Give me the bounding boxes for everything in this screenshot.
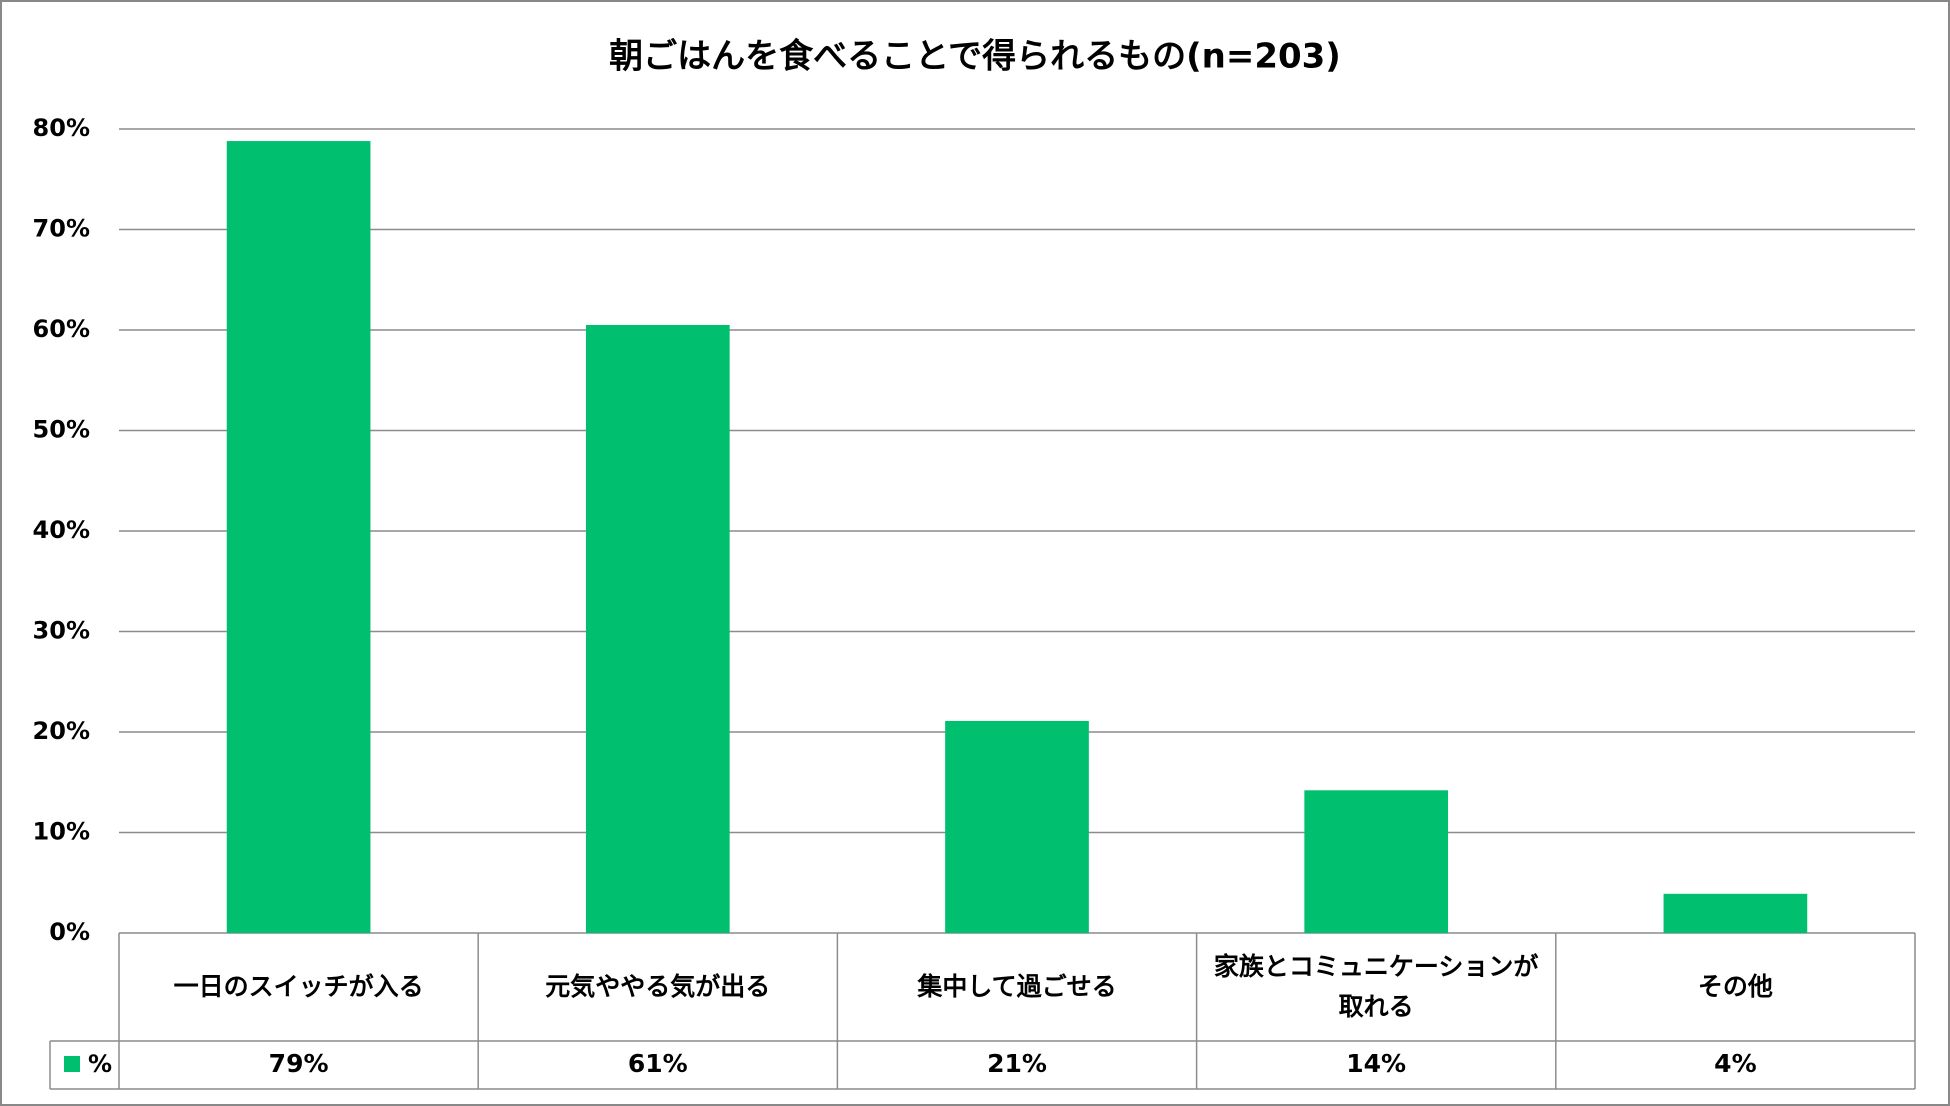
bar [1663,893,1808,933]
y-tick-label: 50% [33,416,90,444]
legend-swatch [64,1056,80,1072]
data-table-value: 79% [269,1049,329,1078]
data-table-value: 61% [628,1049,688,1078]
bar [945,720,1089,933]
x-tick-label: 集中して過ごせる [917,972,1117,1001]
y-tick-label: 30% [33,617,90,645]
chart-title: 朝ごはんを食べることで得られるもの(n=203) [609,37,1341,77]
y-tick-label: 40% [33,516,90,544]
data-table-value: 4% [1714,1049,1756,1078]
x-tick-label: 一日のスイッチが入る [173,972,424,1001]
y-tick-label: 70% [33,215,90,243]
y-tick-label: 20% [33,717,90,745]
x-tick-label: 元気ややる気が出る [545,972,771,1001]
legend-label: % [88,1050,112,1078]
y-tick-label: 80% [33,114,90,142]
x-tick-label: 家族とコミュニケーションが取れる [1213,952,1539,1021]
bar [585,324,730,934]
bar [1304,790,1449,933]
y-tick-label: 60% [33,315,90,343]
data-table-value: 21% [987,1049,1047,1078]
y-tick-label: 0% [49,918,90,946]
data-table-value: 14% [1346,1049,1406,1078]
y-tick-label: 10% [33,818,90,846]
x-tick-label: その他 [1697,972,1773,1001]
bar [226,141,371,933]
